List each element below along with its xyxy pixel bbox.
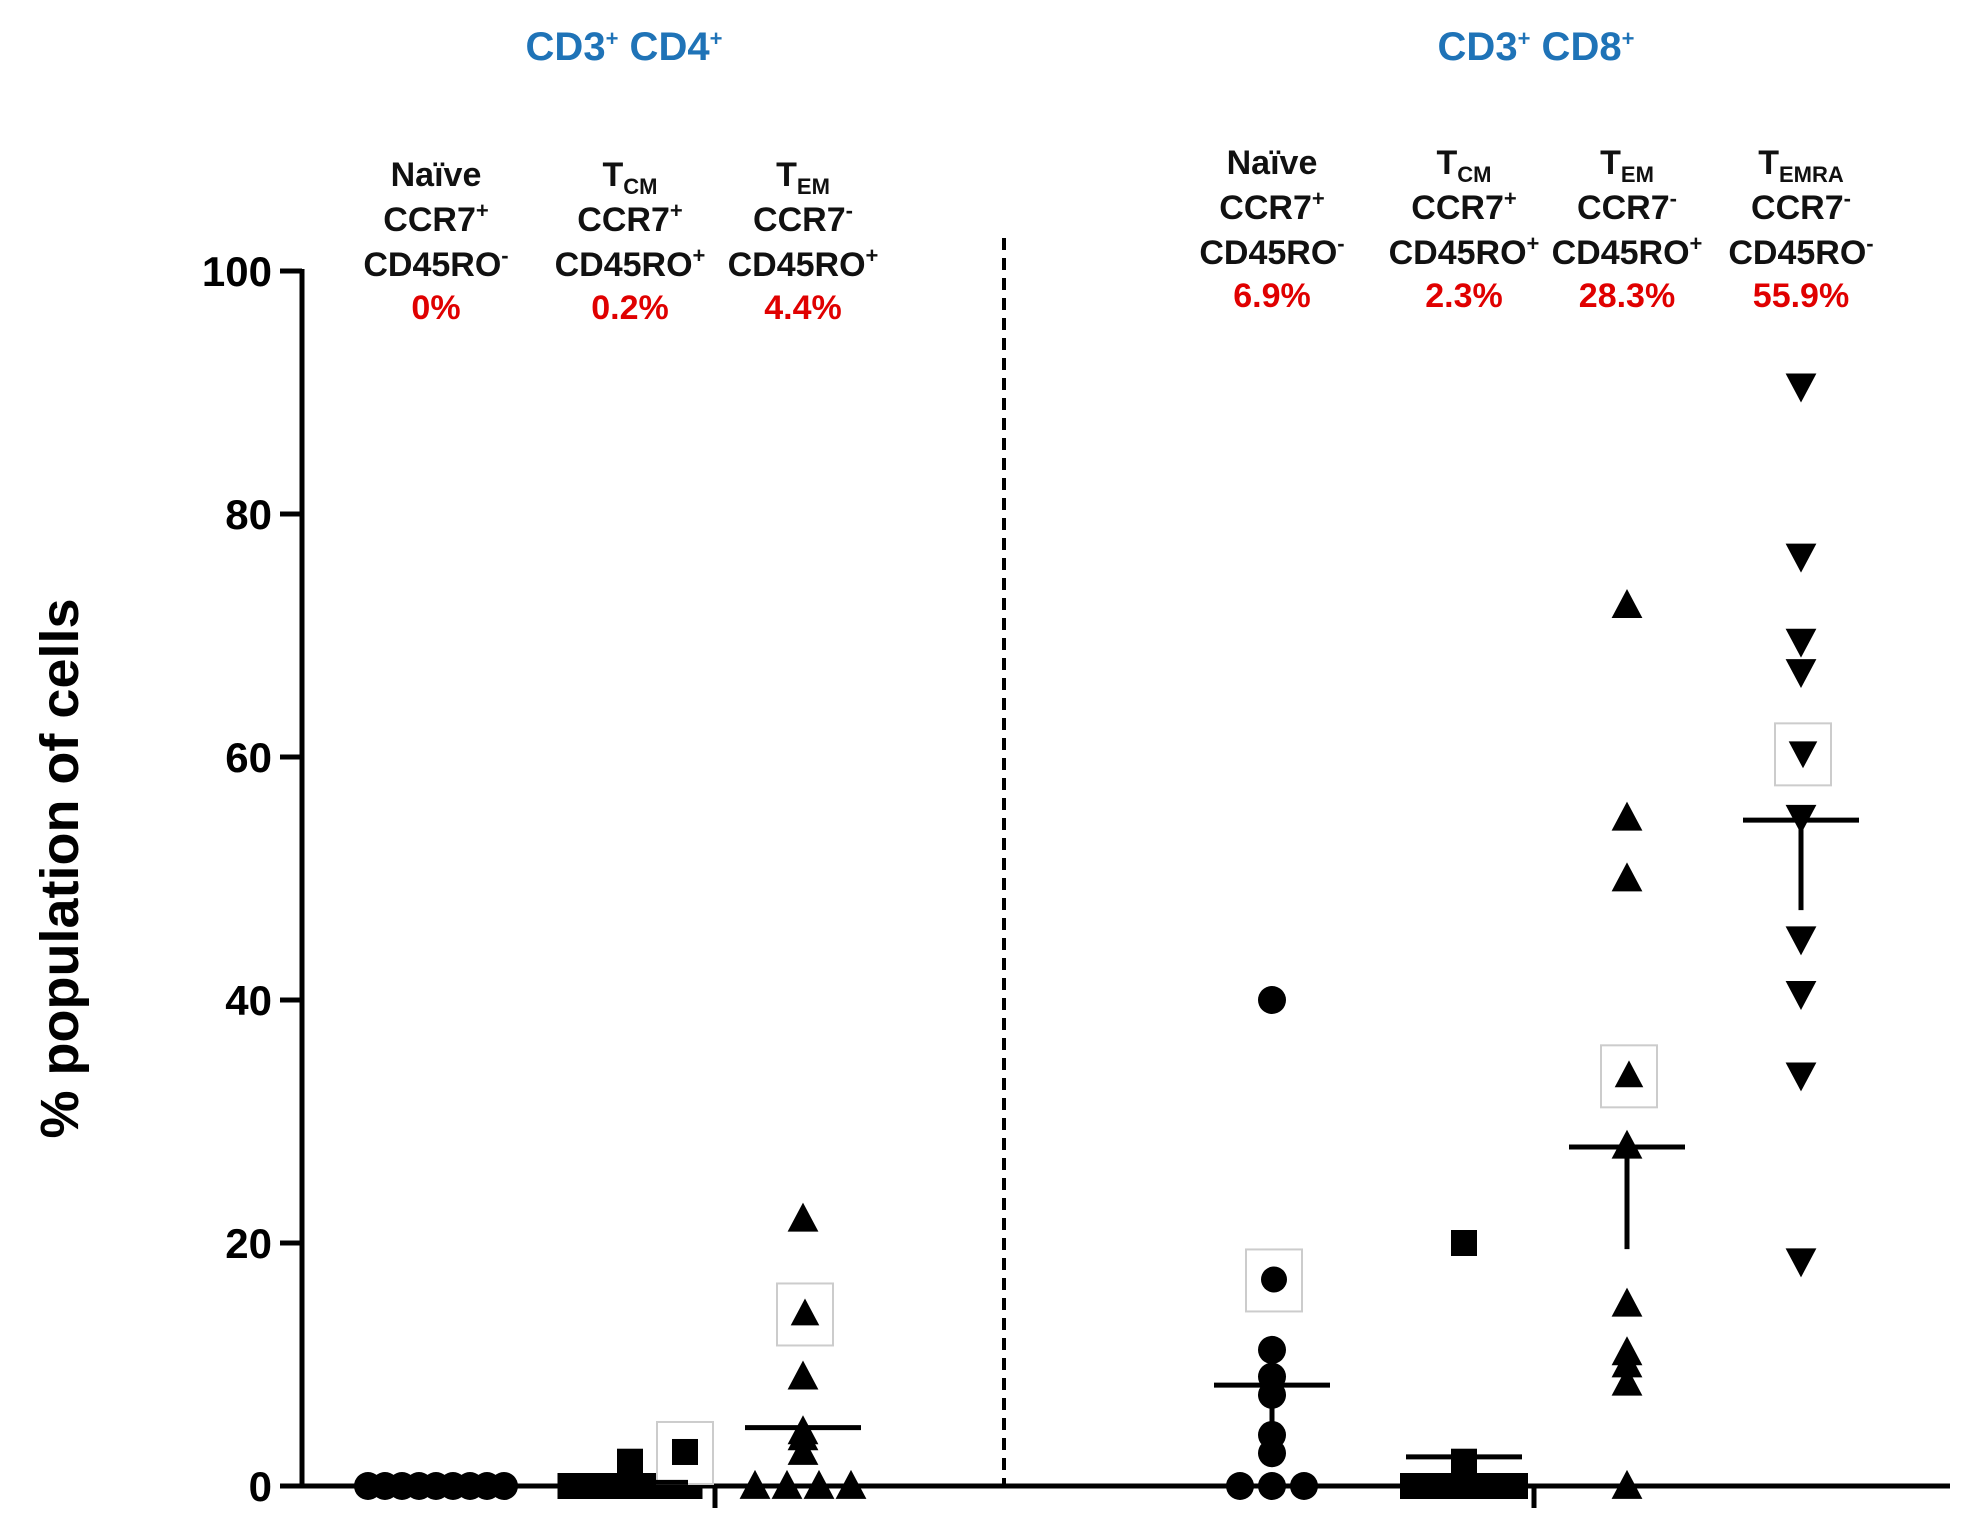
y-tick-label: 20 (225, 1220, 272, 1267)
category-percent: 4.4% (764, 289, 842, 327)
data-point (771, 1469, 803, 1499)
category-marks (1743, 373, 1859, 1278)
data-point (1785, 659, 1817, 689)
category-marks (1400, 1230, 1528, 1499)
data-point (1611, 1366, 1643, 1396)
category-marks (354, 1472, 518, 1500)
data-point (1258, 1439, 1286, 1468)
category-name: TCM (603, 156, 658, 199)
y-tick-label: 40 (225, 977, 272, 1024)
data-marks (354, 373, 1859, 1500)
data-point (1611, 1287, 1643, 1317)
category-name: TCM (1437, 144, 1492, 187)
highlighted-point (672, 1438, 698, 1465)
category-ccr7: CCR7- (753, 198, 853, 239)
y-axis: 0 20 40 60 80 100 % population of cells (30, 238, 1950, 1510)
category-ccr7: CCR7+ (383, 198, 488, 239)
data-point (787, 1202, 819, 1232)
data-point (1785, 1062, 1817, 1092)
group-titles: CD3+ CD4+ CD3+ CD8+ (526, 25, 1635, 69)
category-percent: 0.2% (591, 289, 669, 327)
data-point (1785, 926, 1817, 956)
data-point (1785, 373, 1817, 403)
category-percent: 28.3% (1579, 277, 1675, 315)
data-point (1785, 628, 1817, 658)
data-point (1258, 986, 1286, 1014)
category-percent: 55.9% (1753, 277, 1849, 315)
data-point (1785, 981, 1817, 1011)
category-percent: 6.9% (1233, 277, 1311, 315)
data-point (1451, 1230, 1477, 1256)
data-point (1611, 1469, 1643, 1499)
data-point (1611, 801, 1643, 831)
data-point (1611, 862, 1643, 892)
category-marks (739, 1202, 867, 1499)
highlighted-point (790, 1298, 820, 1326)
category-name: Naïve (391, 156, 482, 194)
data-point (1611, 1348, 1643, 1378)
category-cd45ro: CD45RO+ (1389, 231, 1540, 272)
data-point (1785, 543, 1817, 573)
category-cd45ro: CD45RO+ (555, 243, 706, 284)
category-ccr7: CCR7+ (1411, 186, 1516, 227)
category-percent: 2.3% (1425, 277, 1503, 315)
data-point (1290, 1472, 1318, 1500)
y-axis-label: % population of cells (30, 598, 90, 1138)
data-point (739, 1469, 771, 1499)
category-marks (557, 1420, 714, 1499)
data-point (1258, 1335, 1286, 1364)
category-name: TEMRA (1758, 144, 1844, 187)
highlighted-point (1614, 1060, 1644, 1088)
data-point (835, 1469, 867, 1499)
data-point (617, 1448, 643, 1475)
category-headers: NaïveCCR7+CD45RO-0%TCMCCR7+CD45RO+0.2%TE… (363, 144, 1873, 327)
highlighted-point (1788, 741, 1818, 769)
data-point (1611, 1129, 1643, 1159)
data-point (1502, 1473, 1528, 1499)
data-point (1785, 1248, 1817, 1278)
data-point (1258, 1472, 1286, 1500)
category-name: TEM (1600, 144, 1654, 187)
data-point (803, 1469, 835, 1499)
data-point (787, 1360, 819, 1390)
category-cd45ro: CD45RO+ (1552, 231, 1703, 272)
highlighted-point (1261, 1266, 1287, 1293)
category-marks (1569, 589, 1685, 1499)
data-point (490, 1472, 518, 1500)
y-tick-label: 0 (249, 1463, 272, 1510)
group-title: CD3+ CD8+ (1438, 25, 1635, 69)
y-tick-label: 60 (225, 734, 272, 781)
group-title: CD3+ CD4+ (526, 25, 723, 69)
category-cd45ro: CD45RO- (363, 243, 508, 284)
category-name: Naïve (1227, 144, 1318, 182)
category-cd45ro: CD45RO+ (728, 243, 879, 284)
category-cd45ro: CD45RO- (1199, 231, 1344, 272)
data-point (1611, 589, 1643, 619)
category-ccr7: CCR7+ (1219, 186, 1324, 227)
category-cd45ro: CD45RO- (1728, 231, 1873, 272)
category-marks (1214, 986, 1330, 1500)
category-percent: 0% (411, 289, 460, 327)
data-point (1226, 1472, 1254, 1500)
y-tick-label: 100 (202, 248, 272, 295)
category-name: TEM (776, 156, 830, 199)
y-tick-label: 80 (225, 491, 272, 538)
category-ccr7: CCR7- (1577, 186, 1677, 227)
category-ccr7: CCR7+ (577, 198, 682, 239)
category-ccr7: CCR7- (1751, 186, 1851, 227)
